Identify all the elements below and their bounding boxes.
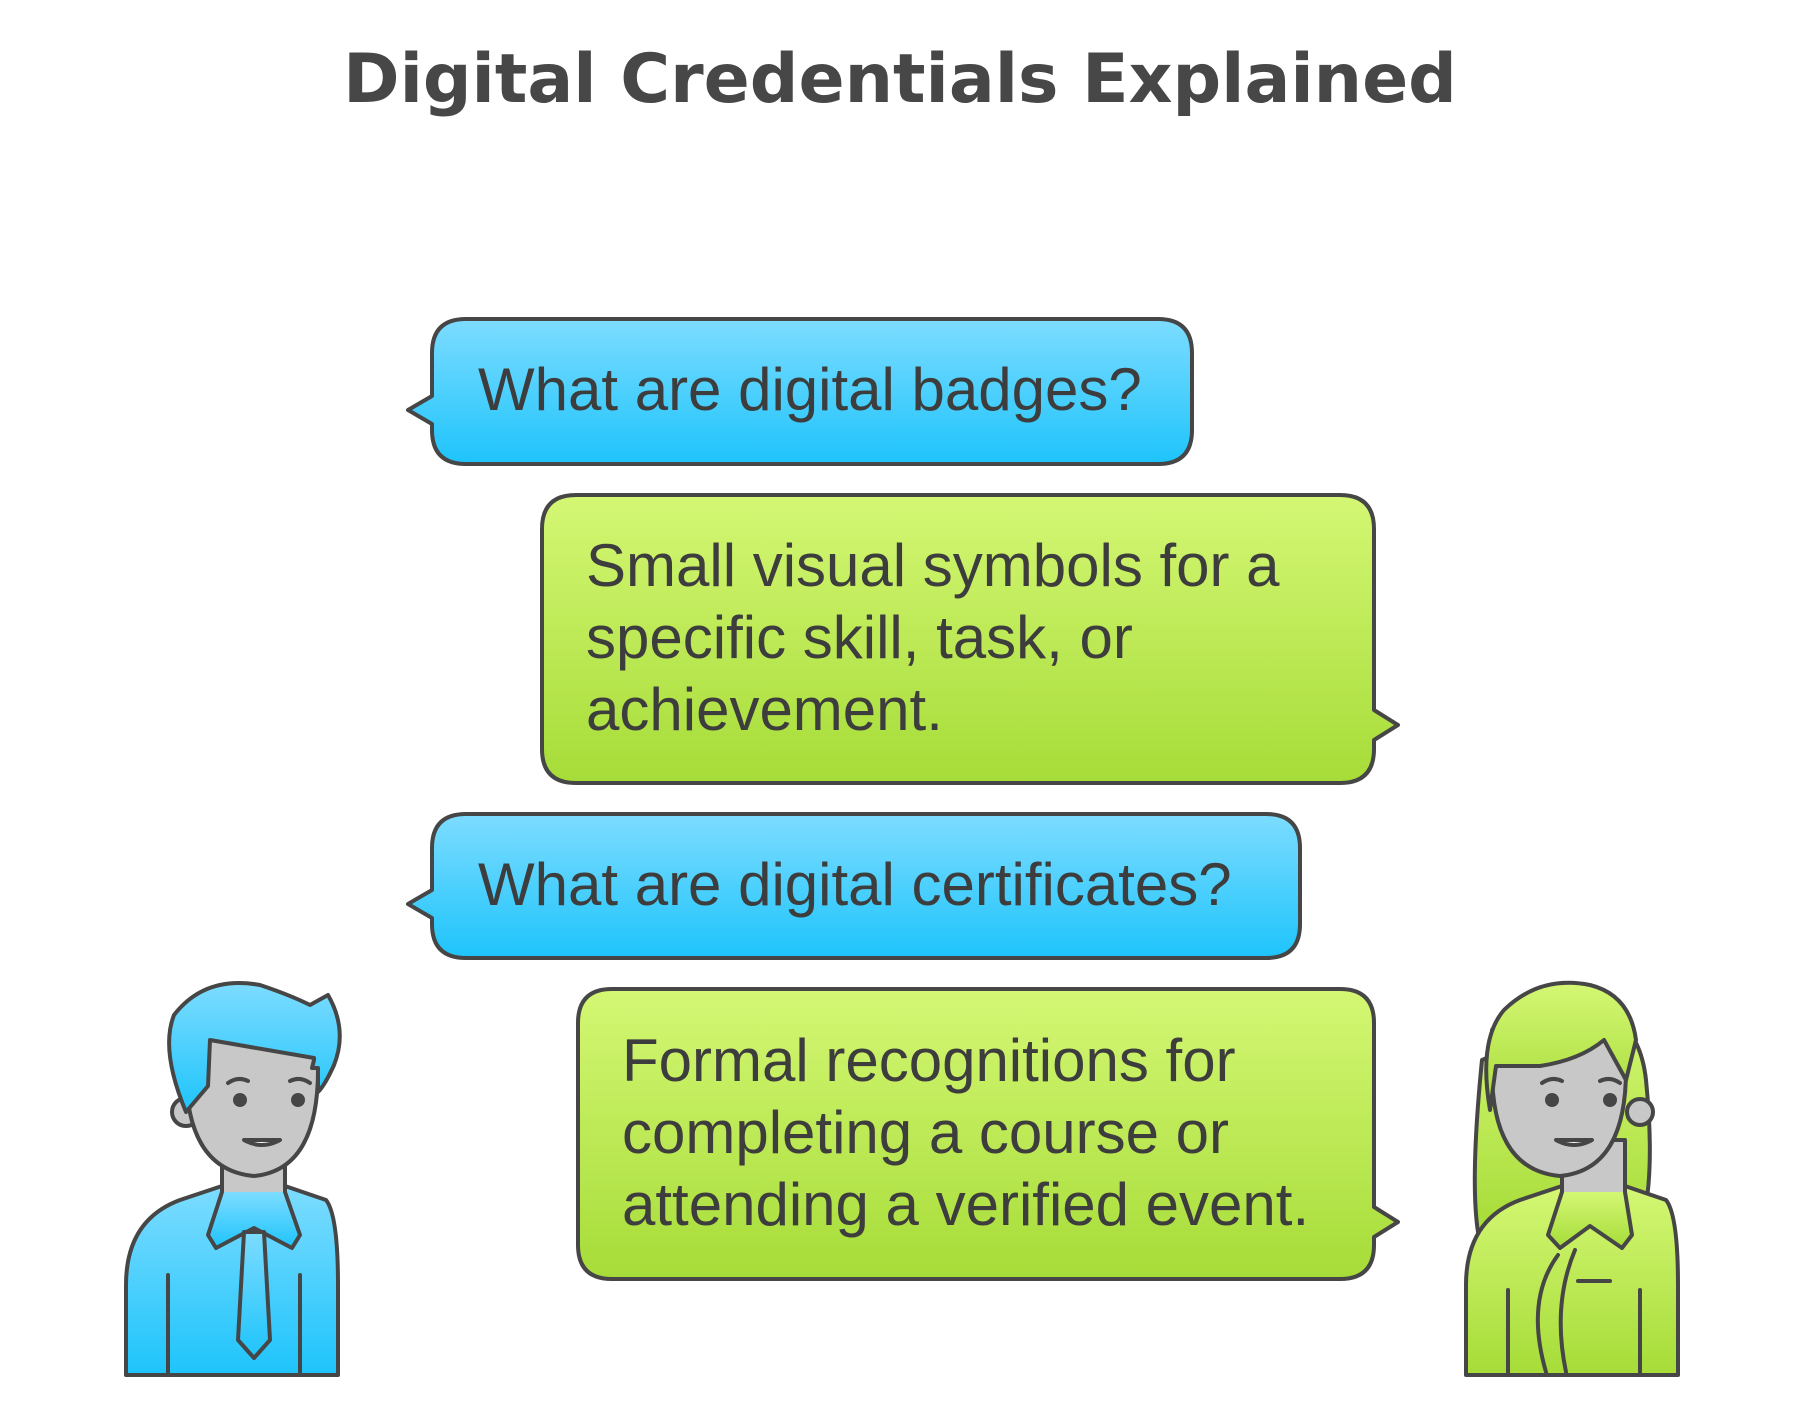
answer-bubble-1: [540, 493, 1400, 785]
woman-icon: [1464, 980, 1680, 1377]
answer-bubble-2: [576, 987, 1400, 1281]
question-bubble-1: [406, 317, 1194, 466]
question-text-1: What are digital badges?: [478, 356, 1142, 423]
man-icon: [124, 981, 342, 1377]
question-bubble-2: [406, 812, 1302, 960]
page-title: Digital Credentials Explained: [343, 40, 1457, 119]
answer-text-1: Small visual symbols for a specific skil…: [586, 532, 1280, 743]
answer-text-2: Formal recognitions for completing a cou…: [622, 1027, 1310, 1238]
question-text-2: What are digital certificates?: [478, 851, 1232, 918]
